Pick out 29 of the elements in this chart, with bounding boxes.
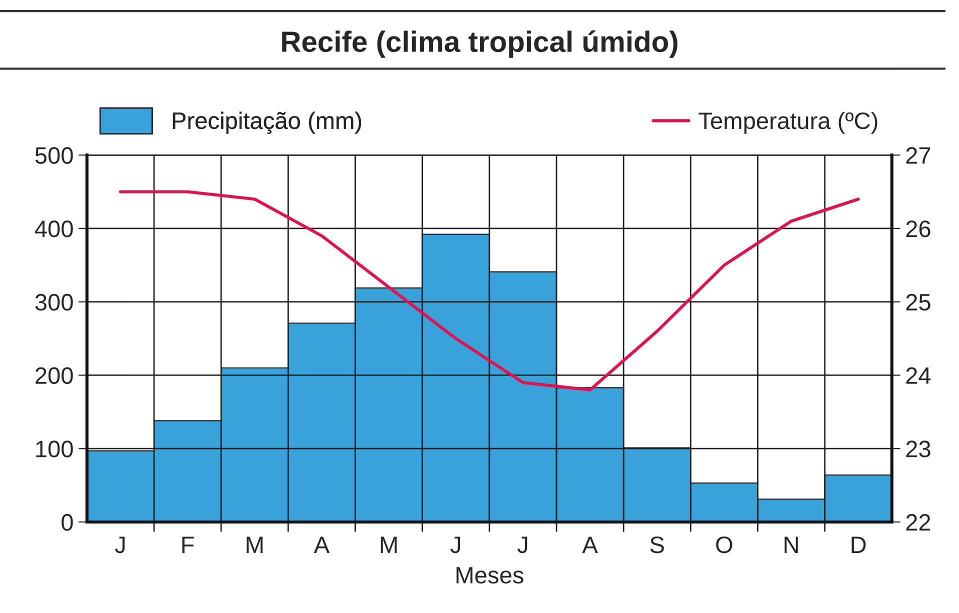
x-tick-label: O bbox=[716, 536, 732, 554]
x-tick-label: J bbox=[517, 536, 528, 554]
y-tick-label: 100 bbox=[36, 440, 73, 458]
legend-label: Temperatura (ºC) bbox=[698, 112, 878, 134]
y2-tick-label: 25 bbox=[906, 294, 930, 311]
y2-tick-label: 22 bbox=[906, 514, 930, 531]
legend-label: Precipitação (mm) bbox=[172, 112, 362, 134]
y2-tick-label: 24 bbox=[906, 367, 931, 384]
chart-title: Recife (clima tropical úmido) bbox=[282, 30, 678, 58]
y-tick-label: 0 bbox=[62, 514, 73, 531]
y-tick-label: 300 bbox=[35, 294, 73, 311]
y-tick-label: 200 bbox=[36, 367, 73, 384]
y2-tick-label: 23 bbox=[906, 440, 930, 458]
x-tick-label: A bbox=[314, 536, 330, 553]
y-tick-label: 500 bbox=[35, 147, 73, 164]
y2-tick-label: 27 bbox=[906, 147, 930, 164]
line-series bbox=[118, 190, 860, 392]
x-axis-title: Meses bbox=[456, 567, 524, 584]
x-tick-label: M bbox=[380, 536, 397, 553]
x-tick-label: J bbox=[450, 536, 460, 554]
x-tick-label: F bbox=[182, 536, 194, 553]
y2-tick-label: 26 bbox=[906, 220, 930, 238]
y-tick-label: 400 bbox=[34, 220, 73, 238]
x-tick-label: J bbox=[114, 536, 125, 554]
x-tick-label: A bbox=[582, 536, 598, 553]
x-tick-label: N bbox=[784, 536, 798, 553]
x-tick-label: M bbox=[246, 536, 263, 553]
x-tick-label: D bbox=[852, 536, 866, 553]
x-tick-label: S bbox=[650, 536, 664, 554]
